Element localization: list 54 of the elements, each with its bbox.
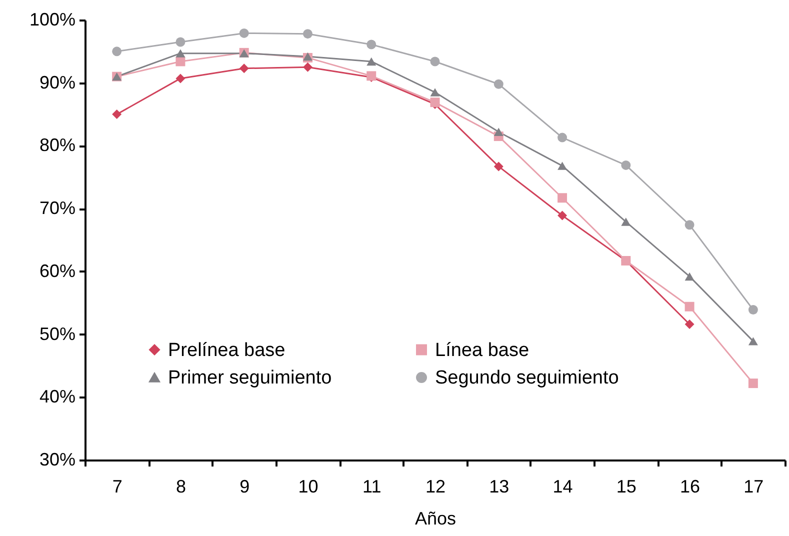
point <box>430 88 440 96</box>
point <box>621 218 631 226</box>
x-axis-title: Años <box>414 508 456 528</box>
x-tick-label: 13 <box>489 476 510 496</box>
x-tick-label: 17 <box>744 476 764 496</box>
legend-label: Segundo seguimiento <box>435 368 619 388</box>
x-tick-label: 12 <box>425 476 446 496</box>
y-tick-label: 80% <box>39 135 76 156</box>
point <box>748 337 758 346</box>
x-tick-label: 10 <box>298 476 318 496</box>
y-tick-label: 90% <box>39 72 76 92</box>
point <box>239 64 249 74</box>
legend-label: Línea base <box>435 340 530 361</box>
y-tick-label: 70% <box>39 198 76 218</box>
point <box>558 162 568 170</box>
point <box>684 319 694 329</box>
point <box>366 57 376 66</box>
point <box>684 220 694 230</box>
y-tick-label: 60% <box>39 260 76 281</box>
legend-label: Prelínea base <box>168 340 286 361</box>
x-tick-label: 14 <box>552 476 573 496</box>
point <box>302 62 312 72</box>
point <box>112 110 122 120</box>
point <box>176 56 186 66</box>
y-tick-label: 50% <box>39 324 76 344</box>
x-tick-label: 9 <box>240 476 250 496</box>
point <box>684 302 694 312</box>
x-tick-label: 11 <box>362 476 382 496</box>
point <box>302 29 312 39</box>
point <box>112 46 122 56</box>
point <box>430 56 440 66</box>
point <box>748 378 758 388</box>
point <box>176 37 186 47</box>
x-tick-label: 15 <box>616 476 636 496</box>
point <box>558 210 568 220</box>
point <box>176 74 186 84</box>
y-tick-label: 30% <box>39 450 76 470</box>
point <box>558 193 568 203</box>
point <box>239 28 249 38</box>
point <box>494 128 504 136</box>
y-tick-label: 100% <box>29 10 76 30</box>
x-tick-label: 16 <box>680 476 700 496</box>
point <box>621 160 631 170</box>
point <box>684 272 694 281</box>
point <box>558 132 568 142</box>
y-tick-label: 40% <box>39 386 76 407</box>
point <box>748 305 758 315</box>
point <box>494 79 504 89</box>
x-tick-label: 8 <box>176 476 186 496</box>
point <box>176 49 186 58</box>
point <box>366 40 376 50</box>
x-tick-label: 7 <box>112 476 122 496</box>
point <box>494 162 504 172</box>
legend-label: Primer seguimiento <box>168 368 332 388</box>
